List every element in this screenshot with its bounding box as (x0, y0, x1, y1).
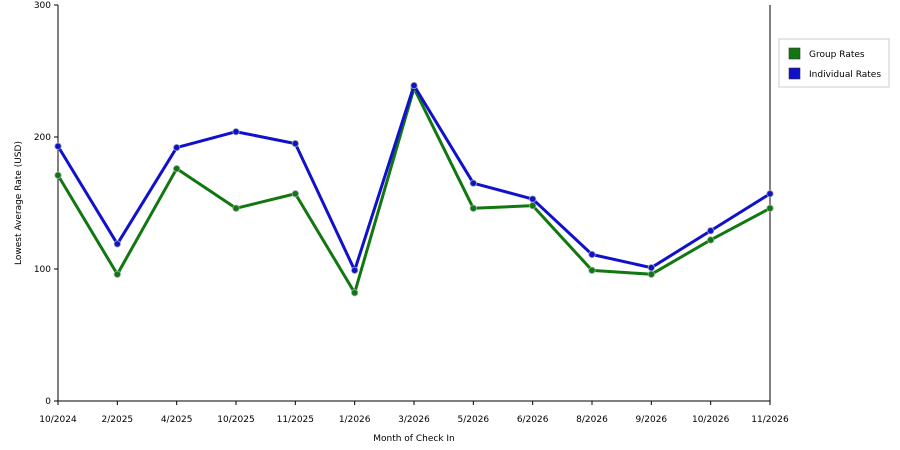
x-tick-label: 5/2026 (457, 415, 489, 425)
y-axis-ticks: 0 100 200 300 (34, 1, 58, 407)
data-point (647, 270, 655, 278)
data-point (588, 266, 596, 274)
data-point (766, 204, 774, 212)
data-point (232, 128, 240, 136)
data-point (766, 190, 774, 198)
data-point (469, 179, 477, 187)
data-point (529, 202, 537, 210)
x-tick-label: 10/2024 (39, 415, 77, 425)
y-tick-label: 300 (34, 1, 51, 11)
data-point (113, 270, 121, 278)
y-tick-label: 0 (45, 397, 51, 407)
data-point (54, 171, 62, 179)
x-tick-label: 10/2026 (692, 415, 730, 425)
x-tick-label: 10/2025 (217, 415, 254, 425)
data-point (351, 289, 359, 297)
legend: Group Rates Individual Rates (778, 38, 890, 88)
data-point (54, 142, 62, 150)
x-tick-label: 6/2026 (517, 415, 549, 425)
x-tick-label: 1/2026 (339, 415, 371, 425)
data-point (291, 140, 299, 148)
x-tick-label: 11/2026 (751, 415, 789, 425)
data-point (588, 250, 596, 259)
legend-label: Group Rates (809, 50, 865, 60)
data-point (351, 266, 359, 274)
data-point (410, 81, 418, 90)
data-series (54, 81, 774, 297)
data-point (232, 204, 240, 212)
plot-area (58, 5, 770, 401)
x-tick-label: 3/2026 (398, 415, 430, 425)
data-point (173, 165, 181, 173)
legend-swatch (788, 47, 801, 60)
x-tick-label: 8/2026 (576, 415, 608, 425)
x-tick-label: 4/2025 (161, 415, 193, 425)
legend-swatch (788, 67, 801, 80)
data-point (529, 195, 537, 203)
data-point (647, 264, 655, 272)
y-tick-label: 100 (34, 265, 51, 275)
data-point (173, 143, 181, 152)
data-point (113, 240, 121, 248)
x-tick-label: 9/2026 (635, 415, 667, 425)
legend-label: Individual Rates (809, 70, 881, 80)
data-point (707, 236, 715, 244)
data-point (707, 227, 715, 235)
x-tick-label: 2/2025 (101, 415, 133, 425)
y-axis-title: Lowest Average Rate (USD) (14, 141, 24, 265)
data-point (291, 190, 299, 198)
data-point (469, 204, 477, 212)
axes (57, 5, 771, 402)
x-axis-ticks: 10/2024 2/2025 4/2025 10/2025 11/2025 1/2026 3… (39, 401, 789, 425)
x-tick-label: 11/2025 (277, 415, 314, 425)
x-axis-title: Month of Check In (373, 434, 455, 444)
y-tick-label: 200 (34, 133, 51, 143)
